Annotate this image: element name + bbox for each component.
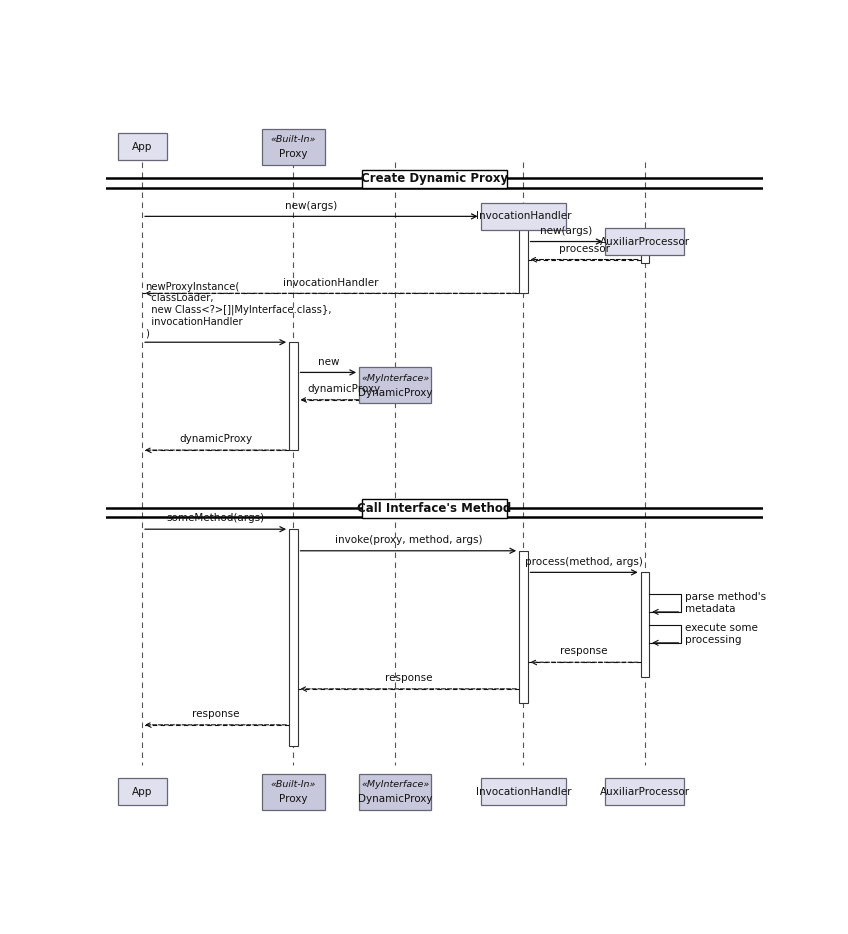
Text: someMethod(args): someMethod(args) [166, 514, 265, 523]
Text: DynamicProxy: DynamicProxy [358, 794, 432, 804]
Text: InvocationHandler: InvocationHandler [476, 786, 571, 797]
Text: invoke(proxy, method, args): invoke(proxy, method, args) [335, 535, 482, 545]
Bar [605, 778, 684, 805]
Text: «MyInterface»: «MyInterface» [361, 374, 429, 383]
Bar [289, 530, 298, 746]
Bar [118, 133, 167, 161]
Text: new(args): new(args) [540, 226, 593, 235]
Text: InvocationHandler: InvocationHandler [476, 211, 571, 221]
Text: new(args): new(args) [285, 201, 338, 210]
Text: response: response [561, 646, 608, 657]
Text: Proxy: Proxy [279, 149, 308, 159]
Text: response: response [192, 709, 239, 719]
Bar [362, 170, 507, 189]
Text: dynamicProxy: dynamicProxy [308, 384, 381, 394]
Bar [118, 778, 167, 805]
Bar [519, 551, 527, 703]
Bar [362, 499, 507, 517]
Bar [359, 367, 432, 403]
Bar [262, 773, 325, 810]
Bar [359, 773, 432, 810]
Bar [605, 228, 684, 255]
Bar [640, 573, 650, 676]
Bar [391, 373, 399, 400]
Text: Call Interface's Method: Call Interface's Method [358, 502, 511, 515]
Text: processor: processor [559, 244, 610, 254]
Text: response: response [384, 673, 432, 683]
Text: AuxiliarProcessor: AuxiliarProcessor [600, 786, 690, 797]
Text: invocationHandler: invocationHandler [283, 277, 378, 288]
Bar [262, 129, 325, 164]
Text: App: App [132, 786, 153, 797]
Text: execute some
processing: execute some processing [684, 623, 757, 644]
Bar [289, 342, 298, 450]
Text: DynamicProxy: DynamicProxy [358, 388, 432, 398]
Bar [481, 778, 566, 805]
Text: «Built-In»: «Built-In» [271, 134, 316, 144]
Text: new: new [317, 357, 339, 367]
Text: AuxiliarProcessor: AuxiliarProcessor [600, 236, 690, 247]
Bar [481, 203, 566, 230]
Text: dynamicProxy: dynamicProxy [179, 434, 252, 445]
Bar [640, 242, 650, 263]
Text: «Built-In»: «Built-In» [271, 780, 316, 789]
Text: App: App [132, 142, 153, 151]
Text: «MyInterface»: «MyInterface» [361, 780, 429, 789]
Text: parse method's
metadata: parse method's metadata [684, 592, 766, 614]
Text: Create Dynamic Proxy: Create Dynamic Proxy [361, 173, 508, 186]
Text: newProxyInstance(
  classLoader,
  new Class<?>[]|MyInterface.class},
  invocati: newProxyInstance( classLoader, new Class… [146, 282, 332, 339]
Text: Proxy: Proxy [279, 794, 308, 804]
Bar [519, 217, 527, 293]
Text: process(method, args): process(method, args) [525, 557, 643, 567]
